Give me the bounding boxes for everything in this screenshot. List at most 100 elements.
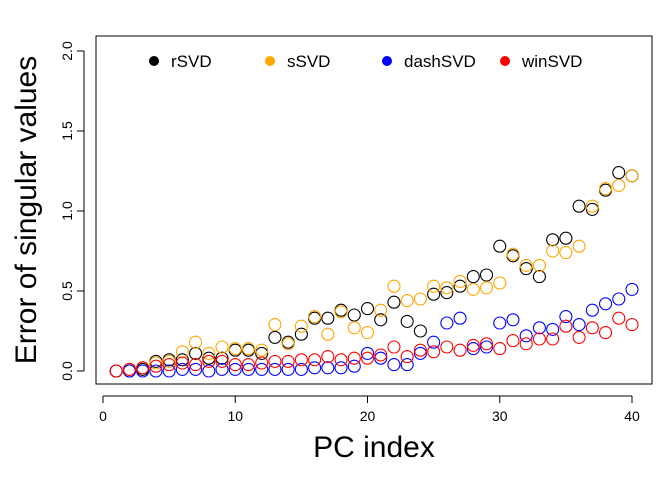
data-point — [453, 343, 467, 357]
data-point — [466, 270, 480, 284]
data-point — [559, 231, 573, 245]
data-point — [546, 233, 560, 247]
data-point — [228, 358, 242, 372]
data-point — [466, 342, 480, 356]
data-point — [294, 327, 308, 341]
data-point — [625, 282, 639, 296]
y-axis-title: Error of singular values — [10, 56, 43, 364]
data-point — [228, 342, 242, 356]
data-point — [268, 354, 282, 368]
data-point — [268, 362, 282, 376]
data-point — [585, 321, 599, 335]
data-point — [479, 337, 494, 351]
data-point — [387, 295, 401, 309]
data-point — [255, 362, 269, 376]
data-point — [360, 346, 375, 360]
data-point — [493, 316, 507, 330]
data-point — [202, 364, 216, 378]
data-point — [413, 346, 427, 360]
data-point — [308, 310, 322, 324]
x-tick-label: 10 — [227, 408, 243, 424]
data-point — [400, 350, 414, 364]
data-point — [189, 358, 203, 372]
data-point — [585, 199, 599, 213]
data-point — [360, 302, 375, 316]
data-point — [506, 313, 520, 327]
data-point — [519, 262, 533, 276]
data-point — [572, 199, 586, 213]
data-point — [612, 292, 626, 306]
y-tick-label: 1.0 — [59, 201, 75, 221]
data-point — [519, 258, 533, 272]
data-point — [440, 316, 454, 330]
y-tick-label: 0.5 — [59, 281, 75, 301]
data-point — [215, 340, 229, 354]
data-point — [546, 244, 560, 258]
data-point — [572, 239, 586, 253]
data-point — [493, 342, 507, 356]
data-point — [453, 274, 467, 288]
y-tick-label: 1.5 — [59, 121, 75, 141]
plot-border — [95, 35, 653, 385]
x-tick-label: 40 — [624, 408, 640, 424]
data-point — [519, 337, 533, 351]
data-point — [202, 351, 216, 365]
legend-item-ssvd: sSVD — [265, 52, 330, 71]
legend-label: dashSVD — [404, 52, 476, 71]
data-point — [241, 342, 256, 356]
data-point — [281, 354, 295, 368]
data-point — [122, 362, 136, 376]
data-point — [149, 356, 163, 370]
data-point — [427, 345, 441, 359]
data-point — [466, 282, 480, 296]
data-point — [453, 311, 467, 325]
legend-marker — [382, 56, 392, 66]
data-point — [427, 279, 441, 293]
data-point — [559, 246, 573, 260]
data-point — [268, 318, 282, 332]
data-point — [506, 334, 520, 348]
data-point — [347, 359, 361, 373]
legend-label: sSVD — [287, 52, 330, 71]
data-point — [228, 362, 242, 376]
data-point — [255, 343, 269, 357]
data-point — [321, 361, 335, 375]
data-point — [374, 351, 388, 365]
data-point — [546, 332, 560, 346]
data-point — [347, 308, 361, 322]
data-point — [400, 314, 414, 328]
data-point — [612, 311, 626, 325]
data-point — [136, 361, 150, 375]
data-point — [202, 354, 216, 368]
legend-marker — [500, 56, 510, 66]
data-point — [572, 318, 586, 332]
data-point — [189, 362, 203, 376]
data-point — [334, 305, 348, 319]
data-point — [255, 346, 269, 360]
data-point — [175, 345, 189, 359]
data-point — [559, 319, 573, 333]
data-point — [585, 303, 599, 317]
legend-item-rsvd: rSVD — [149, 52, 212, 71]
y-tick-label: 2.0 — [59, 41, 75, 61]
data-point — [532, 258, 546, 272]
data-point — [109, 364, 123, 378]
plot-area — [109, 166, 639, 378]
data-point — [612, 166, 626, 180]
series-winsvd — [109, 311, 639, 378]
data-point — [255, 356, 269, 370]
data-point — [598, 297, 613, 311]
data-point — [268, 330, 282, 344]
data-point — [294, 353, 308, 367]
data-point — [493, 276, 507, 290]
data-point — [598, 326, 613, 340]
data-point — [294, 362, 308, 376]
data-point — [308, 361, 322, 375]
data-point — [572, 330, 586, 344]
data-point — [347, 351, 361, 365]
data-point — [149, 364, 163, 378]
data-point — [374, 313, 388, 327]
data-point — [360, 351, 375, 365]
x-tick-label: 0 — [99, 408, 107, 424]
